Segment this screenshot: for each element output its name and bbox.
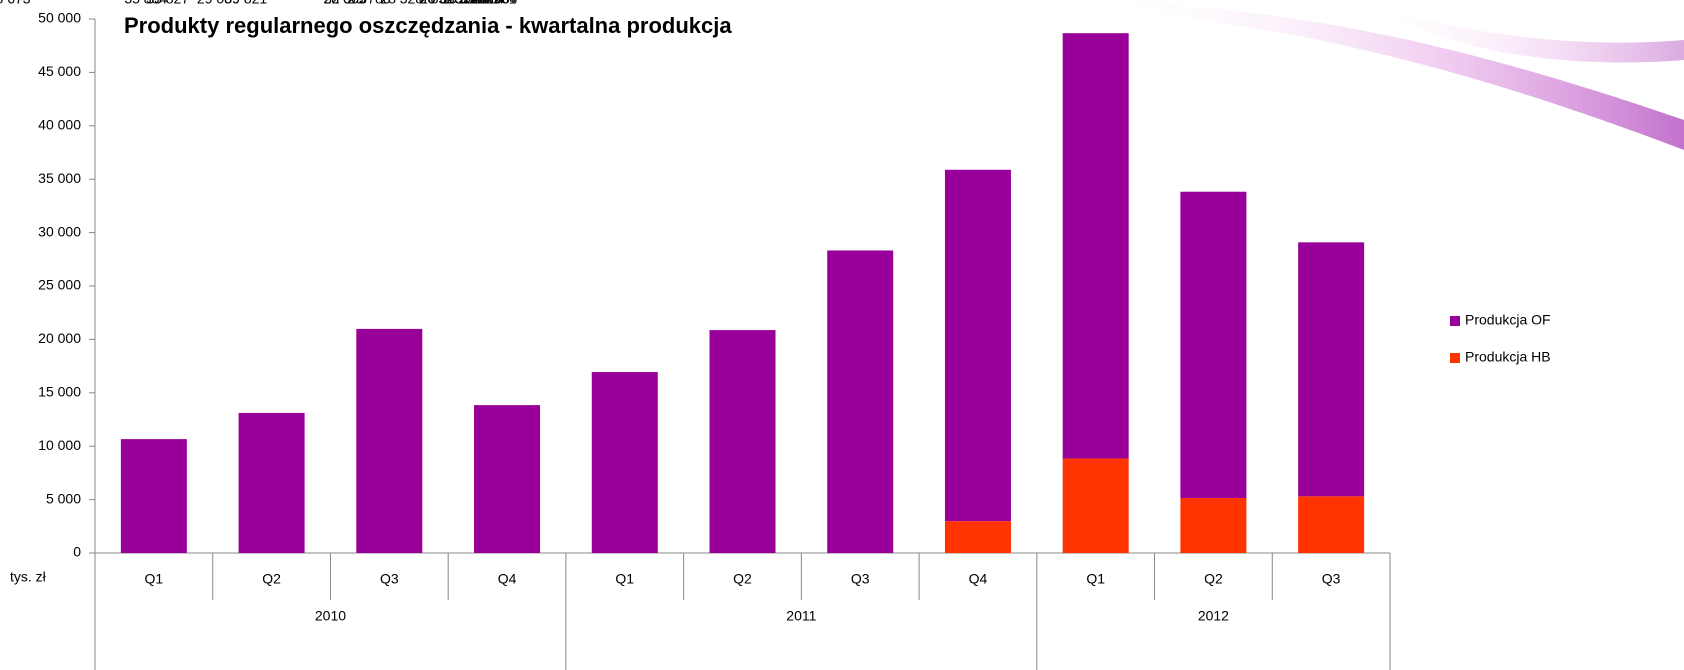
bar-segment bbox=[120, 439, 187, 553]
y-tick-label: 45 000 bbox=[38, 63, 81, 79]
x-tick-label: Q1 bbox=[1086, 571, 1105, 587]
total-label: 39 821 bbox=[224, 0, 267, 7]
bar-segment bbox=[1180, 498, 1247, 553]
total-label: 10 664 bbox=[475, 0, 518, 7]
x-tick-label: Q2 bbox=[733, 571, 752, 587]
bar-segment bbox=[944, 521, 1011, 553]
chart-title: Produkty regularnego oszczędzania - kwar… bbox=[124, 13, 732, 38]
x-tick-label: Q4 bbox=[498, 571, 517, 587]
y-tick-label: 30 000 bbox=[38, 223, 81, 239]
total-label: 20 873 bbox=[420, 0, 463, 7]
decoration bbox=[1350, 0, 1684, 63]
total-label: 5 148 bbox=[458, 0, 493, 7]
legend-label: Produkcja HB bbox=[1465, 349, 1551, 365]
bar-segment bbox=[944, 169, 1011, 522]
y-tick-label: 5 000 bbox=[46, 490, 81, 506]
y-tick-label: 25 000 bbox=[38, 277, 81, 293]
x-tick-label: Q3 bbox=[1322, 571, 1341, 587]
decoration bbox=[1100, 0, 1684, 150]
total-label: 5309 bbox=[459, 0, 490, 7]
x-tick-label: Q4 bbox=[969, 571, 988, 587]
legend-label: Produkcja OF bbox=[1465, 312, 1551, 328]
bar-segment bbox=[591, 372, 658, 553]
total-label: 29 089 bbox=[197, 0, 240, 7]
x-group-label: 2012 bbox=[1198, 608, 1229, 624]
bar-segment bbox=[356, 328, 423, 553]
y-tick-label: 10 000 bbox=[38, 437, 81, 453]
y-tick-label: 35 000 bbox=[38, 170, 81, 186]
x-tick-label: Q2 bbox=[262, 571, 281, 587]
total-label: 28 679 bbox=[323, 0, 366, 7]
bar-segment bbox=[1298, 242, 1365, 497]
x-tick-label: Q3 bbox=[851, 571, 870, 587]
legend-swatch bbox=[1450, 316, 1460, 326]
y-tick-label: 20 000 bbox=[38, 330, 81, 346]
y-axis-label: tys. zł bbox=[10, 569, 47, 585]
legend-swatch bbox=[1450, 353, 1460, 363]
total-label: 8 852 bbox=[419, 0, 454, 7]
x-tick-label: Q1 bbox=[615, 571, 634, 587]
total-label: 16 944 bbox=[441, 0, 484, 7]
y-tick-label: 40 000 bbox=[38, 117, 81, 133]
bar-segment bbox=[1180, 191, 1247, 499]
total-label: 20 983 bbox=[420, 0, 463, 7]
bar-segment bbox=[709, 330, 776, 553]
y-tick-label: 50 000 bbox=[38, 10, 81, 26]
total-label: 13 847 bbox=[458, 0, 501, 7]
bar-segment bbox=[827, 250, 894, 553]
bar-segment bbox=[1062, 458, 1129, 553]
total-label: 2 981 bbox=[482, 0, 517, 7]
x-tick-label: Q2 bbox=[1204, 571, 1223, 587]
total-label: 28 328 bbox=[380, 0, 423, 7]
bar-segment bbox=[474, 405, 541, 553]
bar-segment bbox=[1062, 33, 1129, 459]
x-tick-label: Q1 bbox=[145, 571, 164, 587]
total-label: 32 903 bbox=[324, 0, 367, 7]
total-label: 33 827 bbox=[146, 0, 189, 7]
total-label: 23 780 bbox=[348, 0, 391, 7]
total-label: 13 114 bbox=[462, 0, 504, 7]
x-tick-label: Q3 bbox=[380, 571, 399, 587]
y-tick-label: 0 bbox=[73, 544, 81, 560]
y-tick-label: 15 000 bbox=[38, 384, 81, 400]
x-group-label: 2010 bbox=[315, 608, 346, 624]
total-label: 35 884 bbox=[124, 0, 167, 7]
x-group-label: 2011 bbox=[786, 608, 816, 624]
bar-segment bbox=[238, 412, 305, 553]
bar-segment bbox=[1298, 496, 1365, 553]
total-label: 48 673 bbox=[0, 0, 31, 7]
